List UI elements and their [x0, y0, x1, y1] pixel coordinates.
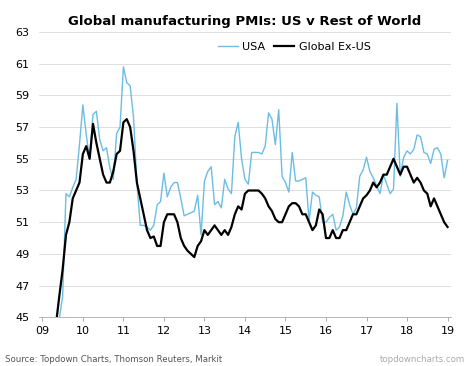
- Global Ex-US: [445, 225, 450, 229]
- Legend: USA, Global Ex-US: USA, Global Ex-US: [213, 37, 375, 56]
- Global Ex-US: [296, 204, 302, 209]
- Global Ex-US: [421, 188, 427, 193]
- USA: [316, 195, 322, 199]
- USA: [121, 65, 126, 69]
- Global Ex-US: [316, 207, 322, 212]
- Text: Source: Topdown Charts, Thomson Reuters, Markit: Source: Topdown Charts, Thomson Reuters,…: [5, 355, 222, 364]
- USA: [80, 103, 86, 107]
- USA: [215, 199, 221, 204]
- Global Ex-US: [124, 117, 130, 122]
- USA: [137, 223, 143, 228]
- Text: topdowncharts.com: topdowncharts.com: [380, 355, 465, 364]
- USA: [445, 158, 450, 163]
- Title: Global manufacturing PMIs: US v Rest of World: Global manufacturing PMIs: US v Rest of …: [68, 15, 422, 28]
- Line: USA: USA: [42, 67, 447, 366]
- Global Ex-US: [80, 152, 86, 156]
- USA: [296, 179, 302, 183]
- Global Ex-US: [137, 196, 143, 201]
- Line: Global Ex-US: Global Ex-US: [42, 119, 447, 366]
- Global Ex-US: [215, 228, 221, 232]
- USA: [421, 150, 427, 155]
